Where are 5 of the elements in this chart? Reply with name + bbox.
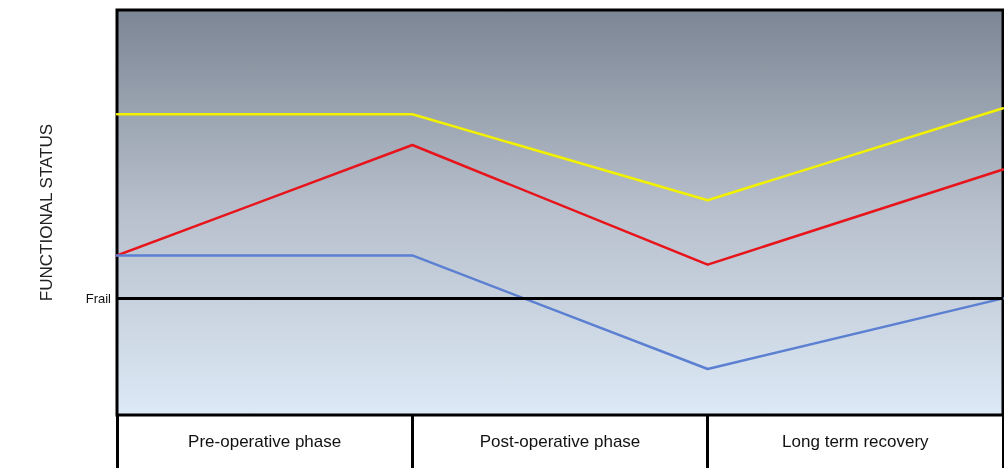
text: Post-operative phase (479, 432, 641, 451)
text: Long term recovery (782, 432, 930, 451)
y-axis-title: FUNCTIONAL STATUS (37, 123, 56, 302)
text: Pre-operative phase (188, 432, 342, 451)
ref-line-label: Frail (85, 290, 112, 306)
